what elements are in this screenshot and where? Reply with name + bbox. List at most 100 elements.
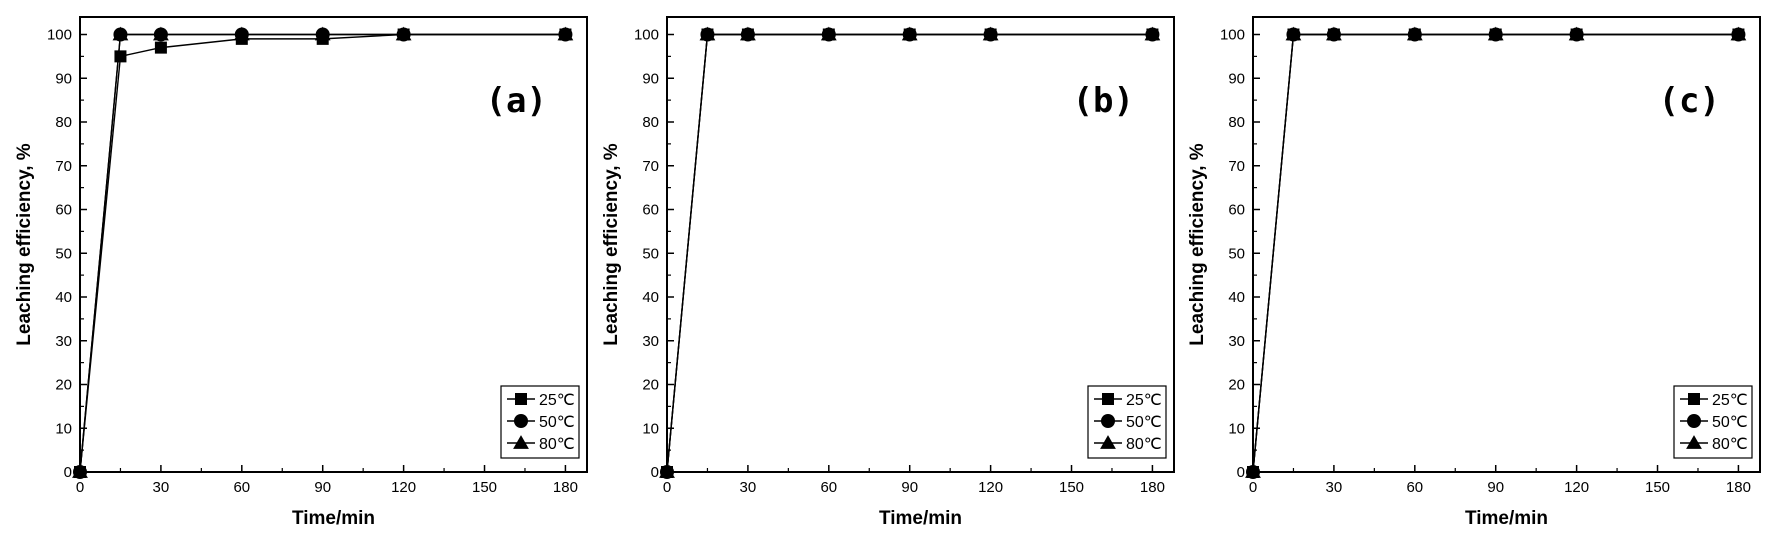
legend-marker [515, 393, 527, 405]
legend: 25℃ 50℃ 80℃ [1087, 385, 1167, 459]
x-tick-label: 0 [1249, 479, 1257, 496]
x-tick-label: 180 [1140, 479, 1165, 496]
x-tick-label: 30 [740, 479, 757, 496]
data-point-series-3 [1487, 26, 1504, 41]
legend-label: 80℃ [1712, 436, 1748, 453]
legend-marker [1101, 414, 1115, 428]
x-axis-title: Time/min [879, 508, 962, 529]
y-tick-label: 60 [642, 202, 659, 219]
data-point-series-3 [820, 26, 837, 41]
legend-label: 25℃ [539, 392, 575, 409]
y-tick-label: 0 [1237, 464, 1245, 481]
panel-label: (c) [1659, 81, 1720, 121]
y-tick-label: 80 [642, 114, 659, 131]
legend-label: 80℃ [1126, 436, 1162, 453]
legend-marker [1688, 393, 1700, 405]
data-point-series-3 [1326, 26, 1342, 41]
data-point-series-3 [112, 26, 129, 41]
y-tick-label: 60 [55, 202, 72, 219]
y-tick-label: 20 [1228, 377, 1245, 394]
y-tick-label: 10 [642, 420, 659, 437]
panel-label: (a) [486, 81, 547, 121]
x-tick-label: 30 [153, 479, 170, 496]
legend-marker [1686, 435, 1702, 449]
plot-frame [1252, 16, 1761, 473]
y-tick-label: 10 [1228, 420, 1245, 437]
data-point-series-3 [1568, 26, 1585, 41]
data-point-series-3 [1406, 26, 1423, 41]
x-tick-label: 0 [76, 479, 84, 496]
y-tick-label: 20 [55, 377, 72, 394]
y-tick-label: 70 [55, 158, 72, 175]
x-tick-label: 120 [391, 479, 416, 496]
data-point-series-3 [395, 26, 412, 41]
legend-marker [513, 435, 529, 449]
legend-box [1087, 385, 1167, 459]
y-tick-label: 50 [1228, 245, 1245, 262]
y-tick-label: 70 [1228, 158, 1245, 175]
x-tick-label: 30 [1326, 479, 1343, 496]
data-point-series-3 [233, 26, 250, 41]
legend-label: 50℃ [1126, 414, 1162, 431]
y-tick-label: 60 [1228, 202, 1245, 219]
x-tick-label: 0 [663, 479, 671, 496]
x-axis-title: Time/min [292, 508, 375, 529]
y-tick-label: 100 [47, 27, 72, 44]
y-tick-label: 30 [642, 333, 659, 350]
x-tick-label: 150 [1059, 479, 1084, 496]
legend-label: 25℃ [1126, 392, 1162, 409]
x-tick-label: 150 [1645, 479, 1670, 496]
x-tick-label: 120 [978, 479, 1003, 496]
legend-marker [1100, 435, 1116, 449]
x-tick-label: 90 [1487, 479, 1504, 496]
chart-panel-2: 0 10 20 30 40 50 60 70 80 90 100 0 30 60 90 120 150 180 Ti… [601, 16, 1175, 529]
legend-marker [1687, 414, 1701, 428]
chart-panel-3: 0 10 20 30 40 50 60 70 80 90 100 0 30 60 90 120 150 180 Ti… [1187, 16, 1761, 529]
data-point-series-3 [901, 26, 918, 41]
x-tick-label: 180 [553, 479, 578, 496]
x-tick-label: 120 [1564, 479, 1589, 496]
legend-box [500, 385, 580, 459]
data-point-series-3 [557, 26, 574, 41]
x-tick-label: 180 [1726, 479, 1751, 496]
legend-label: 25℃ [1712, 392, 1748, 409]
y-axis-title: Leaching efficiency, % [1187, 143, 1208, 345]
x-tick-label: 90 [901, 479, 918, 496]
y-tick-label: 30 [1228, 333, 1245, 350]
data-point-series-1 [114, 50, 127, 63]
x-tick-label: 60 [233, 479, 250, 496]
y-tick-label: 30 [55, 333, 72, 350]
data-point-series-3 [699, 26, 716, 41]
y-tick-label: 0 [64, 464, 72, 481]
x-tick-label: 60 [820, 479, 837, 496]
legend-marker [514, 414, 528, 428]
data-point-series-3 [740, 26, 756, 41]
data-point-series-3 [153, 26, 169, 41]
y-tick-label: 50 [642, 245, 659, 262]
chart-panel-1: 0 10 20 30 40 50 60 70 80 90 100 0 30 60 90 120 150 180 Ti… [14, 16, 588, 529]
data-point-series-3 [72, 464, 88, 478]
y-tick-label: 20 [642, 377, 659, 394]
y-tick-label: 70 [642, 158, 659, 175]
y-axis-title: Leaching efficiency, % [14, 143, 35, 345]
x-axis-title: Time/min [1465, 508, 1548, 529]
legend: 25℃ 50℃ 80℃ [1673, 385, 1753, 459]
data-point-series-3 [314, 26, 331, 41]
panel-label: (b) [1073, 81, 1134, 121]
y-tick-label: 90 [642, 70, 659, 87]
legend-label: 50℃ [1712, 414, 1748, 431]
y-tick-label: 0 [651, 464, 659, 481]
data-point-series-1 [154, 41, 167, 54]
x-tick-label: 90 [314, 479, 331, 496]
legend-label: 50℃ [539, 414, 575, 431]
x-tick-label: 150 [472, 479, 497, 496]
y-tick-label: 90 [1228, 70, 1245, 87]
y-tick-label: 100 [1220, 27, 1245, 44]
legend-marker [1102, 393, 1114, 405]
y-tick-label: 40 [55, 289, 72, 306]
y-tick-label: 40 [642, 289, 659, 306]
y-tick-label: 90 [55, 70, 72, 87]
data-point-series-3 [1144, 26, 1161, 41]
data-point-series-3 [1730, 26, 1747, 41]
